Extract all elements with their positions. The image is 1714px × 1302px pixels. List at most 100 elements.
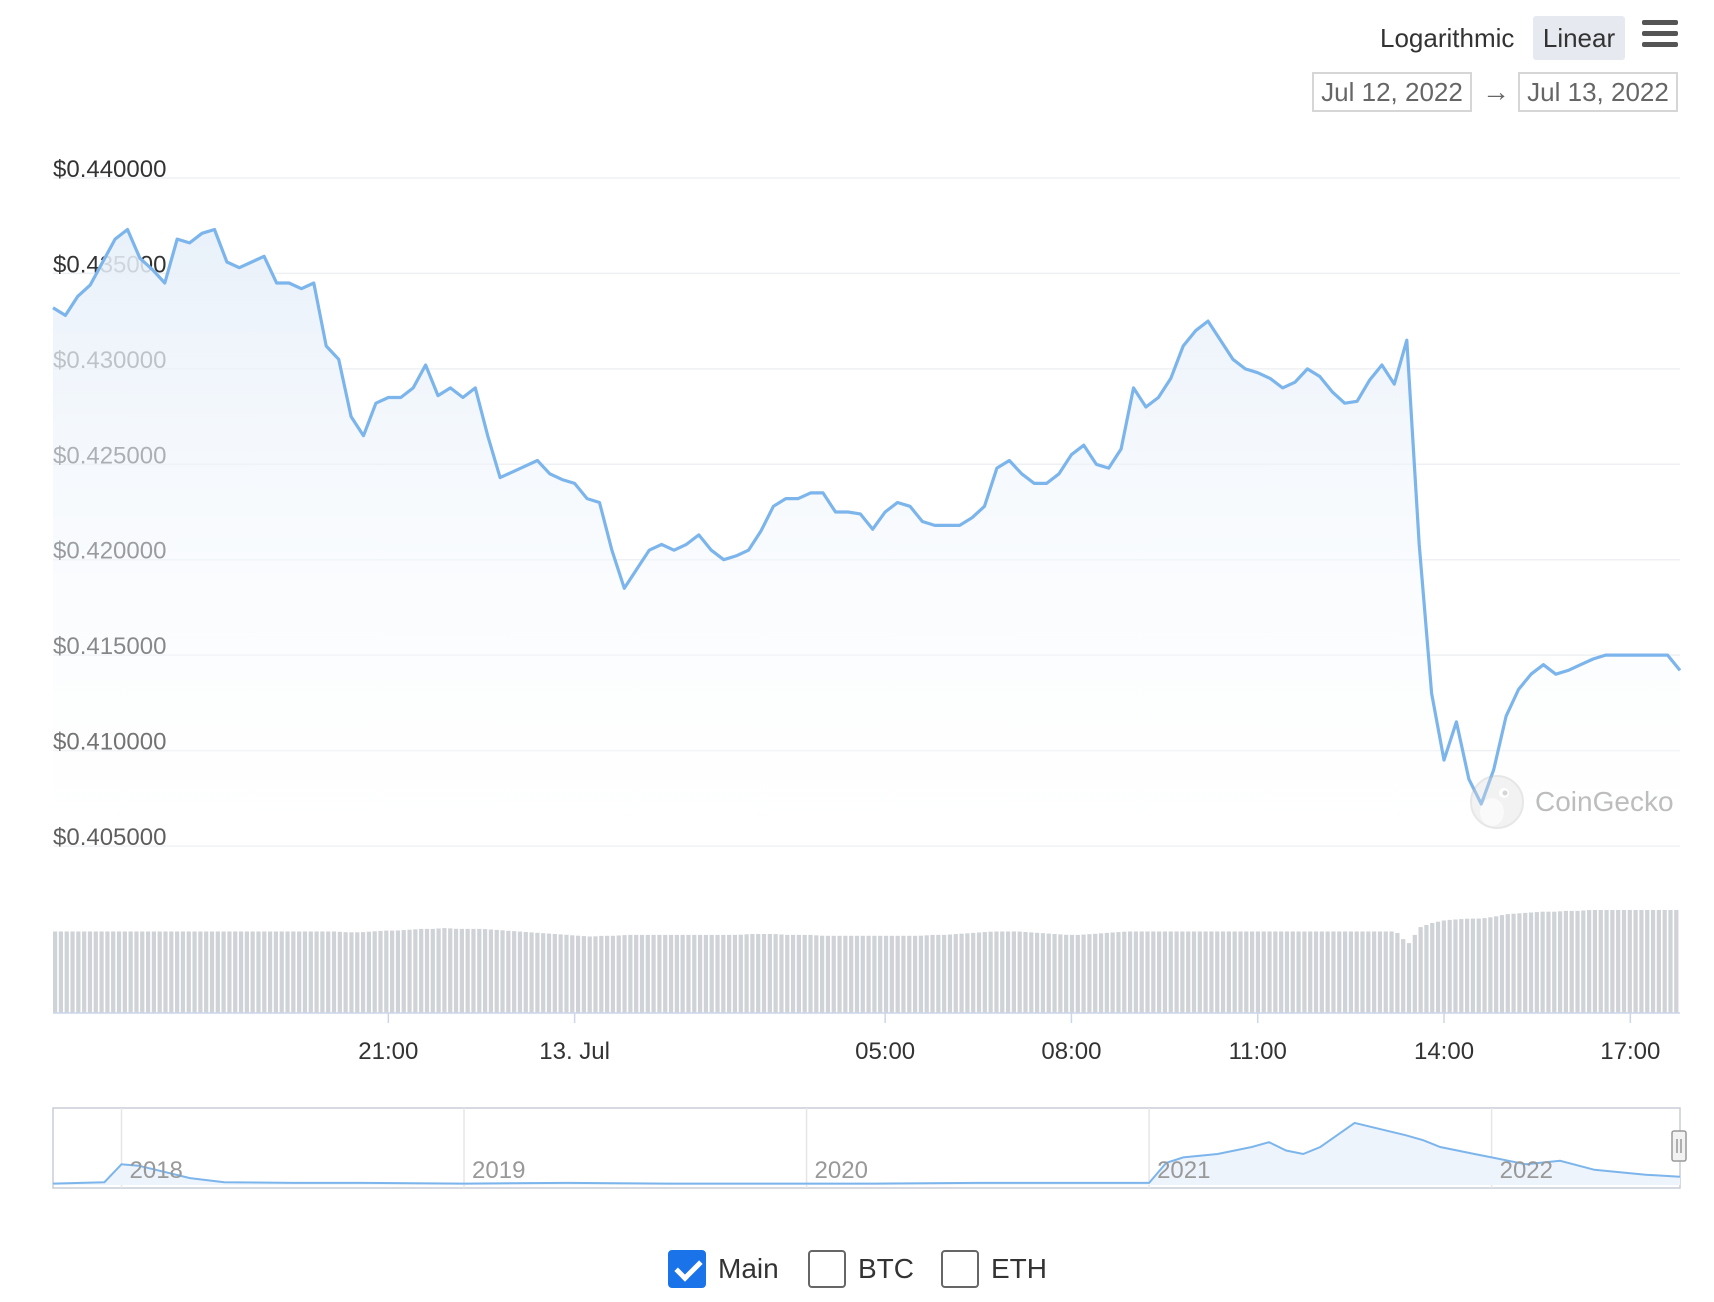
volume-bar [1633,910,1638,1013]
volume-bar [767,934,772,1013]
volume-bar [198,931,203,1013]
volume-bar [1273,931,1278,1013]
volume-bar [1639,910,1644,1013]
volume-bar [820,935,825,1013]
volume-bar [965,933,970,1013]
navigator-year-ticks: 2018 2019 2020 2021 2022 [130,1157,1553,1184]
volume-bar [1017,931,1022,1013]
volume-bar [320,931,325,1013]
volume-bar [175,931,180,1013]
volume-bar [912,935,918,1014]
volume-bar [628,934,633,1013]
volume-bar [1331,931,1336,1013]
volume-bar [1366,931,1371,1013]
volume-bar [1499,915,1505,1013]
volume-bar [1046,933,1051,1013]
volume-bar [366,931,371,1013]
legend-label-main: Main [718,1253,779,1284]
legend-item-eth[interactable]: ETH [941,1248,1047,1290]
volume-bar [1162,931,1168,1013]
volume-bar [1354,931,1359,1013]
volume-bar [564,934,569,1013]
volume-bar [883,935,889,1014]
volume-bar [430,928,435,1013]
logarithmic-button[interactable]: Logarithmic [1380,23,1515,53]
volume-bar [1581,910,1586,1013]
volume-bar [1250,931,1255,1013]
volume-bar [87,931,93,1013]
navigator-year-label: 2018 [130,1157,183,1184]
hamburger-menu-icon[interactable] [1642,20,1678,48]
volume-bar [1563,910,1568,1013]
volume-bar [1290,931,1295,1013]
volume-bar [70,931,75,1013]
volume-bar [1406,943,1412,1013]
volume-bar [1459,919,1464,1013]
volume-bar [622,935,627,1013]
volume-bar [256,931,261,1013]
volume-bar [82,931,87,1013]
volume-bar [285,931,290,1013]
volume-bar [1075,934,1080,1013]
volume-bar [1087,934,1092,1013]
volume-bar [1238,931,1243,1013]
volume-bar [663,934,668,1013]
volume-bar [831,935,836,1014]
volume-bar [64,931,69,1013]
price-area [53,229,1680,846]
linear-button[interactable]: Linear [1533,16,1625,60]
volume-bar [180,931,186,1013]
volume-bar [506,930,511,1013]
volume-bar [413,929,418,1013]
volume-bar [279,931,284,1013]
date-from-input[interactable]: Jul 12, 2022 [1312,72,1472,112]
volume-bar [581,936,586,1013]
volume-bar [727,934,732,1013]
volume-bar [1424,925,1429,1013]
volume-bar [436,928,441,1013]
volume-bar [843,935,848,1014]
volume-bar [1226,931,1231,1013]
volume-bar [360,932,366,1013]
volume-bar [901,935,906,1014]
volume-bar [773,934,778,1013]
volume-bar [1528,912,1534,1013]
volume-bar [116,931,122,1013]
btc-checkbox[interactable] [808,1250,846,1288]
volume-bar [1511,913,1516,1013]
volume-bar [1215,931,1220,1013]
x-tick-label: 21:00 [358,1038,418,1065]
legend-item-btc[interactable]: BTC [808,1248,914,1290]
volume-bar [1325,931,1330,1013]
volume-bar [1279,931,1284,1013]
navigator-year-label: 2022 [1500,1157,1553,1184]
volume-bar [268,931,273,1013]
volume-bar [192,931,197,1013]
volume-bar [227,931,232,1013]
volume-bar [1523,912,1528,1013]
date-to-input[interactable]: Jul 13, 2022 [1518,72,1678,112]
volume-bar [1465,918,1470,1013]
legend-item-main[interactable]: Main [668,1248,779,1290]
eth-checkbox[interactable] [941,1250,979,1288]
volume-bar [790,934,796,1013]
volume-bar [390,930,395,1013]
volume-bar [1005,931,1011,1013]
volume-bar [1174,931,1179,1013]
volume-bar [872,935,877,1014]
price-line[interactable] [52,227,1682,806]
volume-bar [1133,931,1138,1013]
volume-bar [1058,934,1063,1013]
arrow-right-icon: → [1482,76,1510,107]
volume-bar [419,928,424,1013]
volume-bar [517,931,523,1013]
navigator-handle[interactable] [1671,1130,1687,1162]
main-checkbox[interactable] [668,1250,706,1288]
volume-bar [1627,910,1632,1013]
volume-bar [1598,910,1603,1013]
volume-bar [715,934,720,1013]
volume-bar [610,935,616,1014]
volume-bar [1546,911,1551,1013]
volume-bar [442,928,447,1013]
